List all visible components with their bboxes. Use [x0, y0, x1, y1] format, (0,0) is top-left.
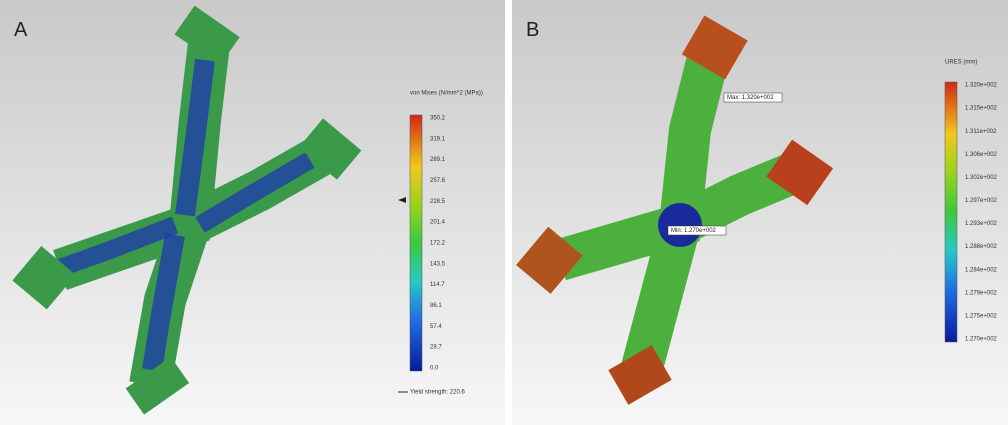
- legend-tick-label: 1.288e+002: [965, 244, 998, 250]
- legend-tick-label: 0.0: [430, 366, 439, 372]
- min-annotation: Min: 1.270e+002: [671, 228, 717, 234]
- max-annotation: Max: 1.320e+002: [727, 95, 774, 101]
- legend-tick-label: 350.2: [430, 116, 446, 122]
- legend-tick-label: 1.270e+002: [965, 337, 998, 343]
- legend-tick-label: 289.1: [430, 157, 446, 163]
- legend-tick-label: 1.293e+002: [965, 221, 998, 227]
- legend-tick-label: 1.284e+002: [965, 267, 998, 273]
- legend-tick-label: 57.4: [430, 324, 442, 330]
- legend-title: URES (mm): [945, 60, 977, 66]
- panel-label: A: [14, 19, 28, 41]
- figure: A B von Mises (N/mm^2 (MPa)) Yield stren…: [0, 0, 1008, 425]
- legend-tick-label: 114.7: [430, 282, 445, 288]
- legend-tick-label: 1.297e+002: [965, 198, 998, 204]
- legend-tick-label: 228.5: [430, 199, 446, 205]
- legend-tick-label: 1.320e+002: [965, 83, 998, 89]
- legend-tick-label: 1.302e+002: [965, 175, 998, 181]
- legend-tick-label: 257.6: [430, 178, 446, 184]
- colorbar-b: [945, 82, 957, 342]
- legend-tick-label: 1.279e+002: [965, 290, 998, 296]
- panel-label: B: [526, 19, 539, 41]
- colorbar-a: [410, 115, 422, 371]
- legend-tick-label: 28.7: [430, 345, 442, 351]
- legend-tick-label: 1.306e+002: [965, 152, 998, 158]
- legend-tick-label: 143.5: [430, 261, 446, 267]
- legend-note: Yield strength: 220.6: [410, 390, 465, 396]
- legend-tick-label: 86.1: [430, 303, 442, 309]
- legend-tick-label: 172.2: [430, 241, 446, 247]
- panel-b-background: [512, 0, 1008, 425]
- legend-title: von Mises (N/mm^2 (MPa)): [410, 91, 483, 97]
- legend-tick-label: 1.275e+002: [965, 313, 998, 319]
- page: A B von Mises (N/mm^2 (MPa)) Yield stren…: [0, 0, 1008, 425]
- legend-tick-label: 201.4: [430, 220, 446, 226]
- legend-tick-label: 1.315e+002: [965, 106, 998, 112]
- legend-tick-label: 1.311e+002: [965, 129, 997, 135]
- legend-tick-label: 319.1: [430, 136, 446, 142]
